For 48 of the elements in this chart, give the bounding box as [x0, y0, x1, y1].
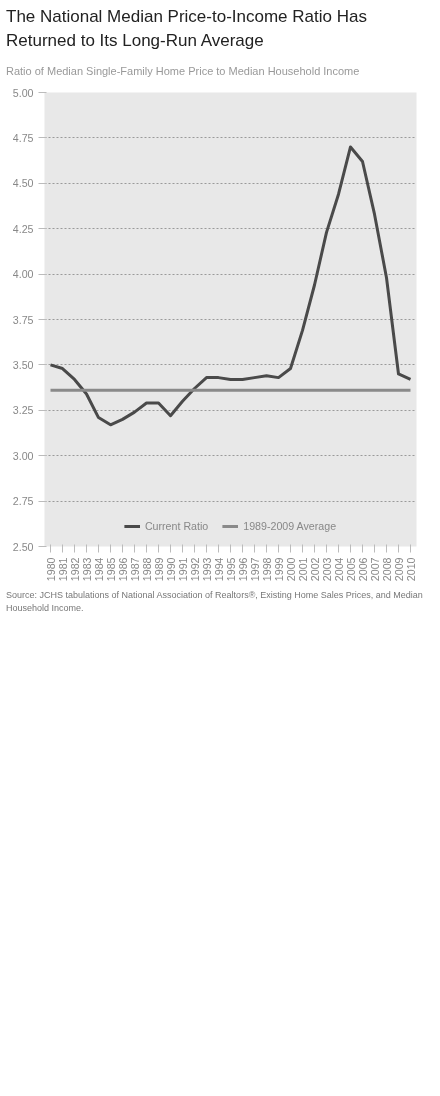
- x-tick-label: 1986: [116, 557, 129, 582]
- x-tick-label: 2004: [332, 557, 345, 582]
- x-tick-label: 1994: [212, 557, 225, 582]
- x-tick-label: 1990: [164, 557, 177, 582]
- x-tick-label: 2010: [404, 557, 417, 582]
- x-tick-label: 1989: [152, 557, 165, 582]
- x-tick-label: 1999: [272, 557, 285, 582]
- x-tick-label: 1982: [68, 557, 81, 582]
- legend-label: 1989-2009 Average: [243, 520, 337, 533]
- y-tick-label: 3.00: [12, 449, 34, 462]
- x-tick-label: 1995: [224, 557, 237, 582]
- y-tick-label: 4.75: [12, 132, 34, 145]
- source-note: Source: JCHS tabulations of National Association of Realtors®, Existing Home Sales Prices, and Median Household Income.: [6, 589, 424, 615]
- x-tick-label: 2005: [344, 557, 357, 582]
- x-tick-label: 1988: [140, 557, 153, 582]
- y-tick-label: 2.50: [12, 540, 34, 553]
- x-tick-label: 2007: [368, 557, 381, 582]
- line-series: [49, 145, 412, 427]
- x-tick-label: 2009: [392, 557, 405, 582]
- y-tick-label: 3.25: [12, 404, 34, 417]
- x-tick-label: 1993: [200, 557, 213, 582]
- x-tick-label: 1992: [188, 557, 201, 582]
- x-tick-label: 2000: [284, 557, 297, 582]
- x-tick-label: 1985: [104, 557, 117, 582]
- x-tick-label: 1996: [236, 557, 249, 582]
- y-tick-label: 4.50: [12, 177, 34, 190]
- x-tick-label: 2001: [296, 557, 309, 582]
- x-tick-label: 1997: [248, 557, 261, 582]
- x-tick-label: 1981: [56, 557, 69, 582]
- x-tick-label: 2003: [320, 557, 333, 582]
- x-tick-label: 1991: [176, 557, 189, 582]
- y-tick-label: 4.00: [12, 268, 34, 281]
- x-tick-label: 1998: [260, 557, 273, 582]
- x-tick-label: 2008: [380, 557, 393, 582]
- x-tick-label: 2006: [356, 557, 369, 582]
- y-tick-label: 4.25: [12, 222, 34, 235]
- y-tick-label: 3.75: [12, 313, 34, 326]
- x-tick-label: 1984: [92, 557, 105, 582]
- chart-title: The National Median Price-to-Income Ratio Has Returned to Its Long-Run Average: [6, 6, 368, 53]
- x-tick-label: 1980: [44, 557, 57, 582]
- y-tick-label: 2.75: [12, 495, 34, 508]
- x-tick-label: 2002: [308, 557, 321, 582]
- x-tick-label: 1983: [80, 557, 93, 582]
- chart-subtitle: Ratio of Median Single-Family Home Price to Median Household Income: [6, 63, 360, 79]
- x-tick-label: 1987: [128, 557, 141, 582]
- y-tick-label: 5.00: [12, 86, 34, 99]
- legend-label: Current Ratio: [144, 520, 209, 533]
- y-tick-label: 3.50: [12, 359, 34, 372]
